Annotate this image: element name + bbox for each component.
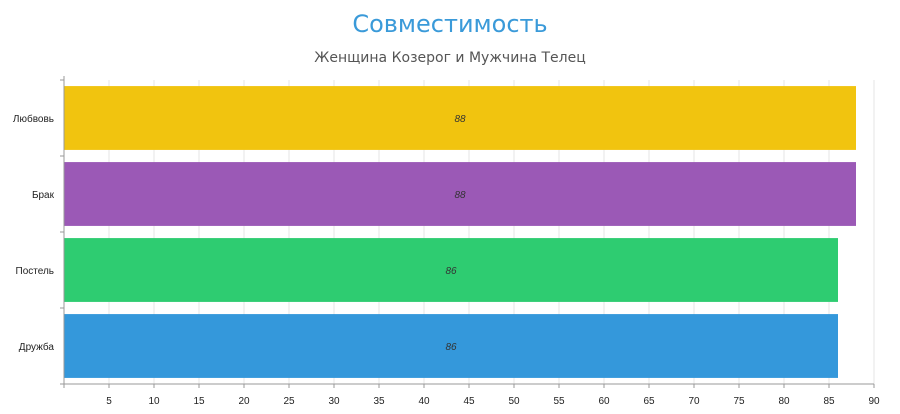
x-tick-label: 45 [463,396,475,407]
x-tick-label: 70 [688,396,700,407]
x-tick-label: 80 [778,396,790,407]
x-tick-label: 20 [238,396,250,407]
axes [60,76,875,388]
x-tick-label: 75 [733,396,745,407]
bar-1 [64,86,856,150]
x-tick-label: 50 [508,396,520,407]
value-label: 88 [454,190,466,201]
x-tick-label: 10 [148,396,160,407]
labels: 5 10 15 20 25 30 35 40 45 50 55 60 65 70 75 80 85 90 Любво… [13,113,880,407]
value-label: 88 [454,114,466,125]
x-tick-label: 90 [868,396,880,407]
value-label: 86 [445,342,457,353]
x-tick-label: 65 [643,396,655,407]
x-tick-label: 30 [328,396,340,407]
category-label: Любвовь [13,113,54,125]
x-tick-label: 25 [283,396,295,407]
x-tick-label: 5 [106,396,112,407]
category-label: Брак [32,190,55,201]
value-label: 86 [445,266,457,277]
category-label: Постель [16,266,55,277]
x-tick-label: 35 [373,396,385,407]
x-tick-label: 15 [193,396,205,407]
bar-3 [64,238,838,302]
bar-2 [64,162,856,226]
x-tick-label: 60 [598,396,610,407]
x-tick-label: 40 [418,396,430,407]
chart-title: Совместимость [352,10,548,38]
bar-4 [64,314,838,378]
bars [64,86,856,378]
x-tick-label: 85 [823,396,835,407]
category-label: Дружба [19,341,55,353]
chart-subtitle: Женщина Козерог и Мужчина Телец [314,50,586,66]
x-tick-label: 55 [553,396,565,407]
